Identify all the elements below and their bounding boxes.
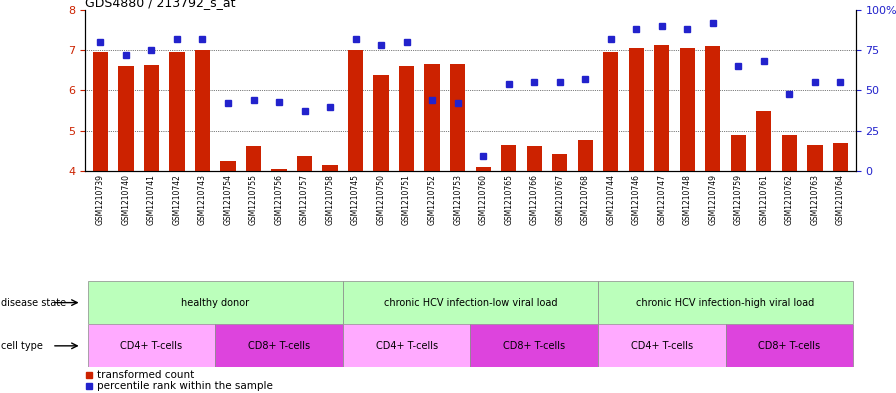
Bar: [832, 143, 848, 171]
Bar: [654, 45, 669, 171]
Bar: [527, 145, 542, 171]
Bar: [194, 50, 211, 171]
Text: GSM1210749: GSM1210749: [709, 174, 718, 225]
Text: GSM1210753: GSM1210753: [453, 174, 462, 225]
Text: GSM1210760: GSM1210760: [478, 174, 487, 225]
Text: CD8+ T-cells: CD8+ T-cells: [504, 341, 565, 351]
Bar: [470, 324, 598, 367]
Text: GSM1210742: GSM1210742: [172, 174, 182, 225]
Text: GDS4880 / 213792_s_at: GDS4880 / 213792_s_at: [85, 0, 236, 9]
Text: GSM1210756: GSM1210756: [274, 174, 283, 225]
Text: transformed count: transformed count: [97, 369, 194, 380]
Text: CD8+ T-cells: CD8+ T-cells: [758, 341, 821, 351]
Text: disease state: disease state: [1, 298, 66, 308]
Text: GSM1210739: GSM1210739: [96, 174, 105, 225]
Text: CD4+ T-cells: CD4+ T-cells: [631, 341, 693, 351]
Text: GSM1210740: GSM1210740: [122, 174, 131, 225]
Bar: [450, 64, 465, 171]
Bar: [169, 52, 185, 171]
Text: GSM1210743: GSM1210743: [198, 174, 207, 225]
Bar: [781, 135, 797, 171]
Bar: [220, 161, 236, 171]
Bar: [143, 65, 159, 171]
Text: GSM1210752: GSM1210752: [427, 174, 436, 225]
Bar: [297, 156, 312, 171]
Text: GSM1210767: GSM1210767: [556, 174, 564, 225]
Bar: [343, 324, 470, 367]
Text: GSM1210748: GSM1210748: [683, 174, 692, 225]
Bar: [552, 154, 567, 171]
Text: GSM1210750: GSM1210750: [376, 174, 385, 225]
Bar: [88, 324, 215, 367]
Text: GSM1210754: GSM1210754: [223, 174, 232, 225]
Text: GSM1210765: GSM1210765: [504, 174, 513, 225]
Text: GSM1210768: GSM1210768: [581, 174, 590, 225]
Text: GSM1210747: GSM1210747: [658, 174, 667, 225]
Text: GSM1210759: GSM1210759: [734, 174, 743, 225]
Text: GSM1210761: GSM1210761: [759, 174, 769, 225]
Text: GSM1210751: GSM1210751: [402, 174, 411, 225]
Text: cell type: cell type: [1, 341, 43, 351]
Bar: [598, 324, 726, 367]
Text: GSM1210746: GSM1210746: [632, 174, 641, 225]
Text: GSM1210766: GSM1210766: [530, 174, 538, 225]
Text: CD4+ T-cells: CD4+ T-cells: [120, 341, 183, 351]
Text: CD8+ T-cells: CD8+ T-cells: [248, 341, 310, 351]
Bar: [323, 165, 338, 171]
Text: GSM1210757: GSM1210757: [300, 174, 309, 225]
Bar: [603, 52, 618, 171]
Bar: [88, 281, 343, 324]
Text: chronic HCV infection-high viral load: chronic HCV infection-high viral load: [636, 298, 814, 308]
Bar: [118, 66, 134, 171]
Bar: [343, 281, 598, 324]
Bar: [399, 66, 414, 171]
Text: GSM1210764: GSM1210764: [836, 174, 845, 225]
Text: GSM1210741: GSM1210741: [147, 174, 156, 225]
Bar: [501, 145, 516, 171]
Bar: [476, 167, 491, 171]
Bar: [726, 324, 853, 367]
Text: GSM1210744: GSM1210744: [607, 174, 616, 225]
Bar: [629, 48, 644, 171]
Text: GSM1210763: GSM1210763: [810, 174, 819, 225]
Bar: [348, 50, 363, 171]
Bar: [215, 324, 343, 367]
Text: GSM1210762: GSM1210762: [785, 174, 794, 225]
Bar: [598, 281, 853, 324]
Bar: [374, 75, 389, 171]
Bar: [807, 145, 823, 171]
Bar: [93, 52, 108, 171]
Text: percentile rank within the sample: percentile rank within the sample: [97, 381, 272, 391]
Text: chronic HCV infection-low viral load: chronic HCV infection-low viral load: [383, 298, 557, 308]
Text: CD4+ T-cells: CD4+ T-cells: [375, 341, 437, 351]
Text: GSM1210758: GSM1210758: [325, 174, 334, 225]
Bar: [578, 140, 593, 171]
Text: GSM1210745: GSM1210745: [351, 174, 360, 225]
Text: healthy donor: healthy donor: [181, 298, 249, 308]
Text: GSM1210755: GSM1210755: [249, 174, 258, 225]
Bar: [756, 110, 771, 171]
Bar: [680, 48, 695, 171]
Bar: [705, 46, 720, 171]
Bar: [730, 135, 746, 171]
Bar: [246, 146, 261, 171]
Bar: [425, 64, 440, 171]
Bar: [271, 169, 287, 171]
